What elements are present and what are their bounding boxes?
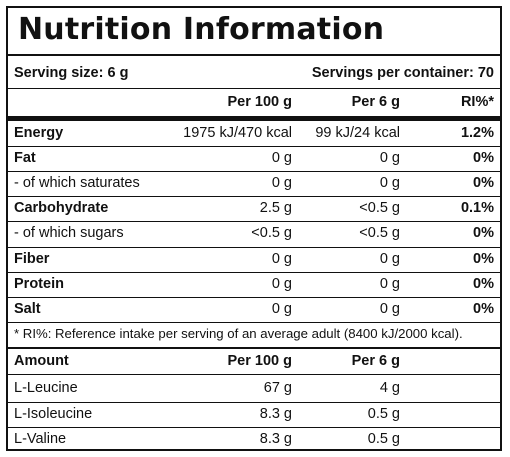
nutrient-name: Protein xyxy=(14,275,64,292)
amino-row: L-Isoleucine 8.3 g 0.5 g xyxy=(8,402,500,427)
nutrition-row: Fat 0 g 0 g 0% xyxy=(8,146,500,171)
value-per-100g: 0 g xyxy=(271,275,292,292)
amino-per-serving: 0.5 g xyxy=(367,405,400,422)
value-per-100g: 0 g xyxy=(271,300,292,317)
value-per-serving: 0 g xyxy=(379,300,400,317)
value-per-100g: 1975 kJ/470 kcal xyxy=(183,125,292,141)
amino-name: L-Leucine xyxy=(14,380,78,396)
serving-rule xyxy=(8,88,500,89)
row-divider xyxy=(8,271,500,273)
amino-header-row: Amount Per 100 g Per 6 g xyxy=(8,349,500,374)
value-ri: 0% xyxy=(473,275,494,292)
amino-row: L-Leucine 67 g 4 g xyxy=(8,376,500,401)
amino-per-serving: 0.5 g xyxy=(367,431,400,448)
value-per-serving: 99 kJ/24 kcal xyxy=(315,125,400,141)
amino-per-100g: 67 g xyxy=(263,380,292,396)
header-per-100g: Per 100 g xyxy=(227,94,293,110)
value-ri: 0% xyxy=(473,250,494,267)
serving-info: Serving size: 6 g Servings per container… xyxy=(8,62,500,86)
amino-header-per-100g: Per 100 g xyxy=(227,353,293,369)
value-ri: 1.2% xyxy=(460,125,494,141)
nutrition-row: Protein 0 g 0 g 0% xyxy=(8,272,500,297)
amino-top-rule xyxy=(8,347,500,349)
value-per-100g: <0.5 g xyxy=(251,225,292,242)
amino-row: L-Valine 8.3 g 0.5 g xyxy=(8,427,500,452)
nutrition-row: - of which sugars <0.5 g <0.5 g 0% xyxy=(8,221,500,246)
label-title: Nutrition Information xyxy=(18,12,385,47)
title-rule xyxy=(8,54,500,56)
value-ri: 0% xyxy=(473,225,494,242)
value-ri: 0.1% xyxy=(460,200,494,217)
footnote: * RI%: Reference intake per serving of a… xyxy=(14,326,463,341)
row-divider xyxy=(8,221,500,223)
nutrition-row: Fiber 0 g 0 g 0% xyxy=(8,247,500,272)
nutrient-name: - of which saturates xyxy=(14,175,140,192)
nutrient-name: Carbohydrate xyxy=(14,200,109,217)
row-divider xyxy=(8,171,500,173)
amino-per-100g: 8.3 g xyxy=(259,405,292,422)
value-per-serving: <0.5 g xyxy=(359,225,400,242)
value-per-100g: 0 g xyxy=(271,175,292,192)
amino-header-per-serving: Per 6 g xyxy=(351,353,400,369)
servings-per-container: Servings per container: 70 xyxy=(311,65,494,81)
amino-per-serving: 4 g xyxy=(379,380,400,396)
nutrient-name: - of which sugars xyxy=(14,225,124,242)
amino-header-amount: Amount xyxy=(14,353,69,369)
nutrition-row: Energy 1975 kJ/470 kcal 99 kJ/24 kcal 1.2% xyxy=(8,121,500,146)
value-per-100g: 2.5 g xyxy=(259,200,292,217)
row-divider xyxy=(8,296,500,298)
row-divider xyxy=(8,196,500,198)
header-ri: RI%* xyxy=(460,94,494,110)
nutrient-name: Salt xyxy=(14,300,41,317)
header-per-serving: Per 6 g xyxy=(351,94,400,110)
amino-header-rule xyxy=(8,374,500,375)
value-per-100g: 0 g xyxy=(271,250,292,267)
nutrition-header-row: Per 100 g Per 6 g RI%* xyxy=(8,90,500,115)
value-per-serving: 0 g xyxy=(379,175,400,192)
amino-name: L-Isoleucine xyxy=(14,405,93,422)
nutrient-name: Fiber xyxy=(14,250,50,267)
row-divider xyxy=(8,246,500,248)
value-ri: 0% xyxy=(473,150,494,167)
value-per-serving: 0 g xyxy=(379,275,400,292)
value-ri: 0% xyxy=(473,175,494,192)
nutrition-label: Nutrition Information Serving size: 6 g … xyxy=(6,6,502,451)
row-divider xyxy=(8,427,500,429)
serving-size: Serving size: 6 g xyxy=(14,65,129,81)
nutrient-name: Fat xyxy=(14,150,36,167)
value-per-serving: 0 g xyxy=(379,150,400,167)
amino-per-100g: 8.3 g xyxy=(259,431,292,448)
value-ri: 0% xyxy=(473,300,494,317)
nutrition-row: Carbohydrate 2.5 g <0.5 g 0.1% xyxy=(8,196,500,221)
footnote-top-rule xyxy=(8,322,500,323)
amino-name: L-Valine xyxy=(14,431,67,448)
value-per-serving: 0 g xyxy=(379,250,400,267)
nutrition-row: - of which saturates 0 g 0 g 0% xyxy=(8,171,500,196)
header-thick-rule xyxy=(8,116,500,121)
row-divider xyxy=(8,401,500,403)
value-per-100g: 0 g xyxy=(271,150,292,167)
nutrition-row: Salt 0 g 0 g 0% xyxy=(8,297,500,322)
nutrient-name: Energy xyxy=(14,125,64,141)
value-per-serving: <0.5 g xyxy=(359,200,400,217)
row-divider xyxy=(8,146,500,148)
